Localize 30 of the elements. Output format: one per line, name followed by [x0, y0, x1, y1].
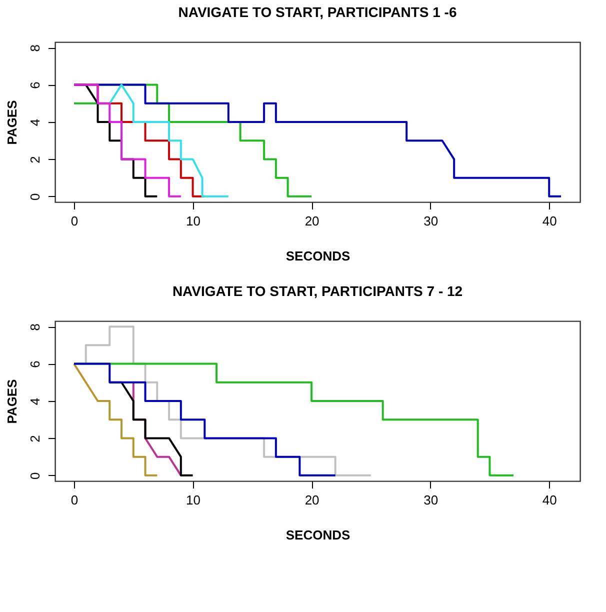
y-tick-label: 2 — [28, 435, 42, 442]
y-tick-label: 8 — [28, 44, 42, 52]
x-tick-label: 10 — [186, 214, 201, 228]
y-tick-label: 8 — [28, 323, 42, 331]
x-tick-label: 20 — [304, 214, 320, 228]
x-tick-label: 0 — [70, 492, 78, 508]
chart-title: NAVIGATE TO START, PARTICIPANTS 7 - 12 — [172, 283, 463, 299]
y-tick-label: 6 — [28, 360, 42, 368]
x-axis-title: SECONDS — [286, 248, 350, 264]
y-axis-title: PAGES — [4, 378, 20, 424]
x-tick-label: 10 — [186, 492, 201, 508]
x-tick-label: 30 — [424, 214, 438, 228]
x-tick-label: 30 — [424, 492, 438, 508]
y-tick-label: 4 — [28, 398, 42, 406]
y-tick-label: 4 — [28, 118, 42, 126]
y-tick-label: 6 — [28, 82, 42, 89]
y-tick-label: 0 — [28, 193, 42, 201]
line-series — [73, 362, 336, 476]
x-tick-label: 40 — [542, 214, 557, 228]
x-tick-label: 0 — [70, 214, 78, 228]
chart-title: NAVIGATE TO START, PARTICIPANTS 1 -6 — [178, 4, 457, 20]
y-axis-title: PAGES — [4, 100, 20, 145]
line-series — [73, 362, 158, 476]
x-tick-label: 40 — [542, 492, 557, 508]
y-tick-label: 2 — [28, 156, 42, 164]
line-series — [73, 84, 182, 198]
x-tick-label: 20 — [304, 492, 320, 508]
line-series — [108, 84, 230, 198]
y-tick-label: 0 — [28, 472, 42, 480]
x-axis-title: SECONDS — [286, 528, 350, 542]
